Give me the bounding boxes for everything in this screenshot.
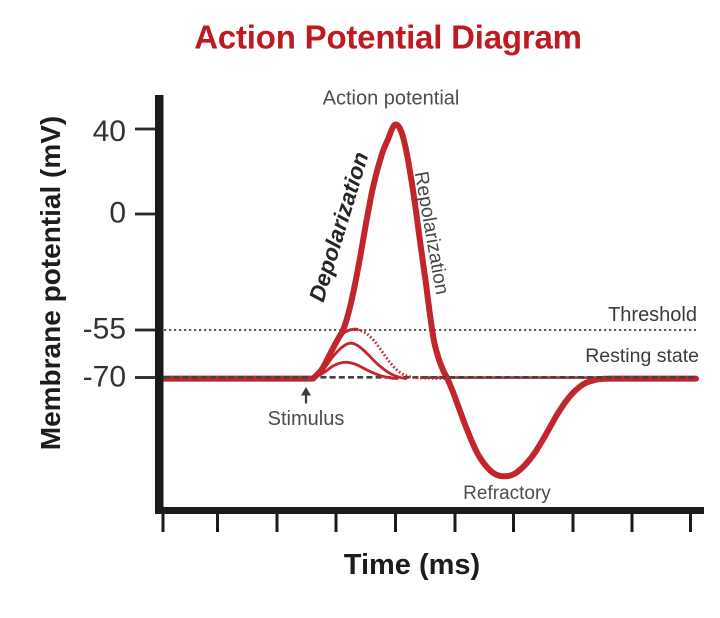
svg-text:40: 40	[93, 115, 126, 148]
svg-text:Resting state: Resting state	[585, 345, 699, 367]
svg-text:Action Potential Diagram: Action Potential Diagram	[194, 19, 582, 56]
svg-text:0: 0	[109, 197, 126, 230]
svg-text:Membrane potential (mV): Membrane potential (mV)	[35, 116, 66, 450]
svg-text:Refractory: Refractory	[463, 483, 551, 504]
svg-text:Stimulus: Stimulus	[268, 408, 345, 430]
svg-text:-55: -55	[83, 313, 126, 346]
svg-text:Threshold: Threshold	[608, 304, 697, 326]
svg-text:Action potential: Action potential	[323, 88, 460, 110]
svg-text:-70: -70	[83, 361, 126, 394]
svg-text:Time (ms): Time (ms)	[344, 549, 480, 581]
